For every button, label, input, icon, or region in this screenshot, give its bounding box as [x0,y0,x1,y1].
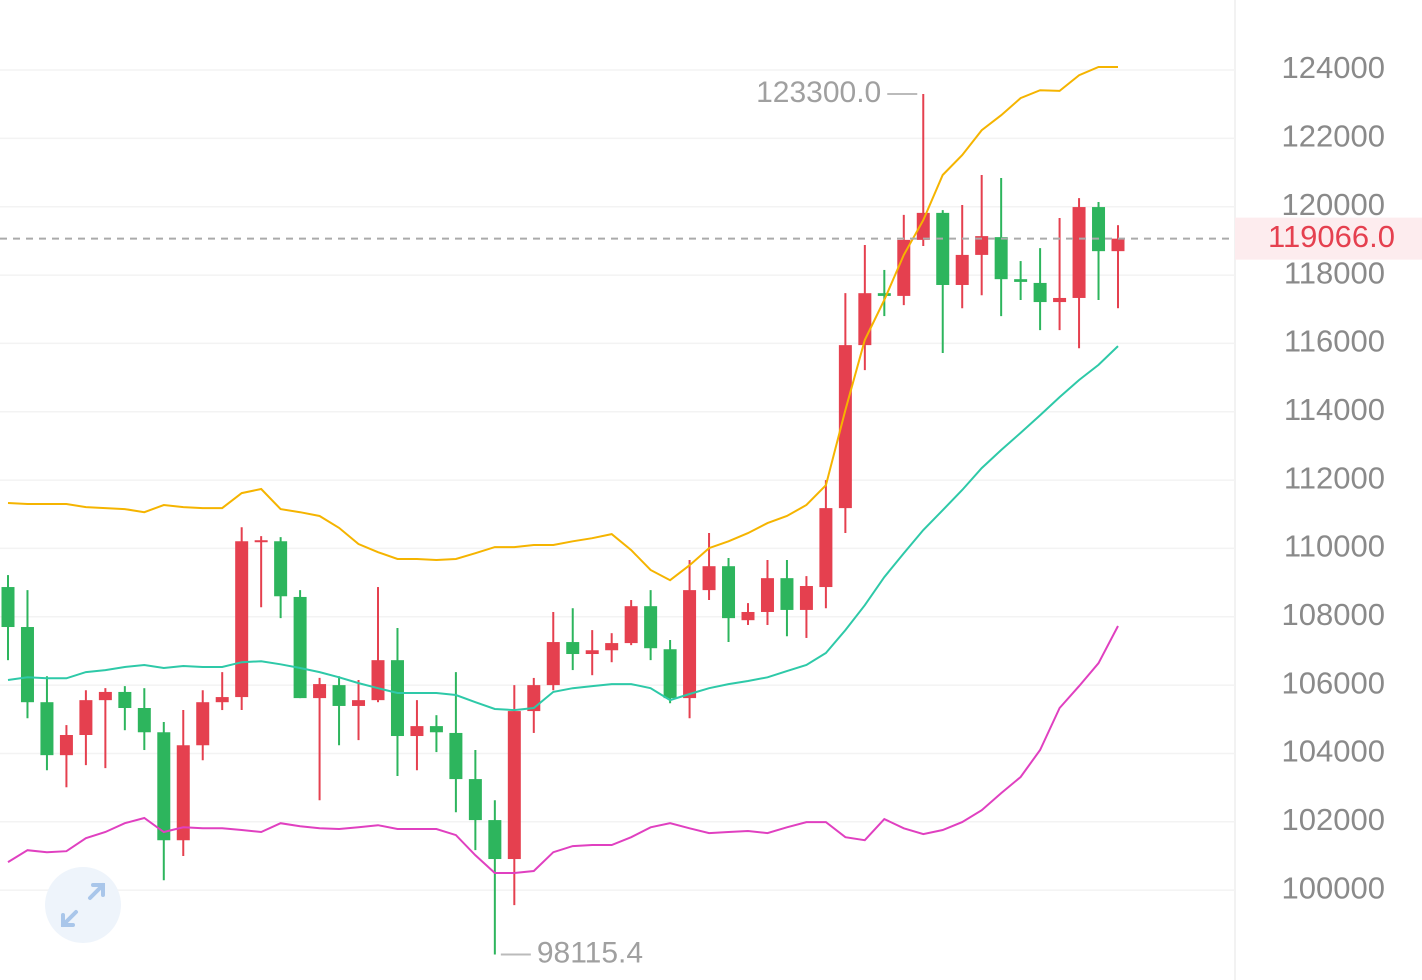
candle-body [605,643,619,651]
y-tick-label: 120000 [1282,187,1385,222]
candle-body [858,293,872,346]
candle-body [760,578,774,612]
y-tick-label: 100000 [1282,870,1385,905]
candle-body [507,711,521,860]
y-tick-label: 106000 [1282,665,1385,700]
candle-body [819,508,833,588]
candle-body [838,345,852,509]
candle-body [1014,279,1028,282]
candle-body [468,779,482,821]
candle-body [1072,207,1086,298]
candle-body [137,708,151,733]
candle-body [1,587,15,628]
candle-body [196,702,210,746]
candle-body [235,541,249,698]
expand-button[interactable] [45,867,121,943]
candle-body [449,732,463,780]
candle-body [215,697,229,703]
candle-body [293,596,307,699]
candle-body [313,684,327,699]
candle-body [741,611,755,621]
candle-body [59,735,73,756]
candle-body [722,566,736,619]
expand-bg[interactable] [45,867,121,943]
candle-body [936,212,950,285]
candle-body [429,726,443,733]
candle-body [98,691,112,701]
candle-body [118,691,132,709]
candle-body [780,578,794,610]
y-tick-label: 110000 [1284,529,1385,564]
candle-body [79,700,93,735]
candle-body [352,700,366,706]
candle-body [877,293,891,296]
y-tick-label: 116000 [1284,324,1385,359]
candle-body [390,660,404,737]
candle-body [1033,282,1047,303]
candle-body [410,726,424,737]
annotation-label: 98115.4 [537,936,643,969]
candle-body [1111,238,1125,252]
candle-body [371,660,385,701]
band-line [7,625,1119,874]
candle-body [683,590,697,699]
candle-body [799,586,813,610]
y-tick-label: 124000 [1282,50,1385,85]
candle-body [585,650,599,655]
y-tick-label: 118000 [1284,255,1385,290]
candle-body [955,254,969,285]
candle-body [994,237,1008,280]
candle-body [663,649,677,699]
candle-body [975,236,989,255]
last-price-label: 119066.0 [1268,219,1395,254]
y-tick-label: 114000 [1284,392,1385,427]
y-tick-label: 112000 [1284,460,1385,495]
y-tick-label: 104000 [1282,734,1385,769]
candle-body [702,566,716,591]
y-tick-label: 102000 [1282,802,1385,837]
candle-body [566,642,580,655]
last-price-box [1235,217,1422,260]
annotation-label: 123300.0 [756,76,881,109]
band-line [7,345,1119,712]
y-tick-label: 108000 [1282,597,1385,632]
candle-body [176,745,190,841]
candle-body [897,239,911,296]
candle-body [1092,207,1106,252]
candle-body [546,642,560,686]
candle-body [332,685,346,706]
candle-body [644,606,658,649]
candle-body [1053,297,1067,303]
candle-body [157,732,171,841]
candle-body [254,540,268,543]
candle-body [40,702,54,756]
candle-body [916,212,930,240]
expand-icon[interactable] [61,883,105,927]
candle-body [488,820,502,860]
y-tick-label: 122000 [1282,119,1385,154]
candle-body [20,627,34,703]
candle-body [624,606,638,644]
candle-body [274,541,288,597]
band-line [7,66,1118,582]
